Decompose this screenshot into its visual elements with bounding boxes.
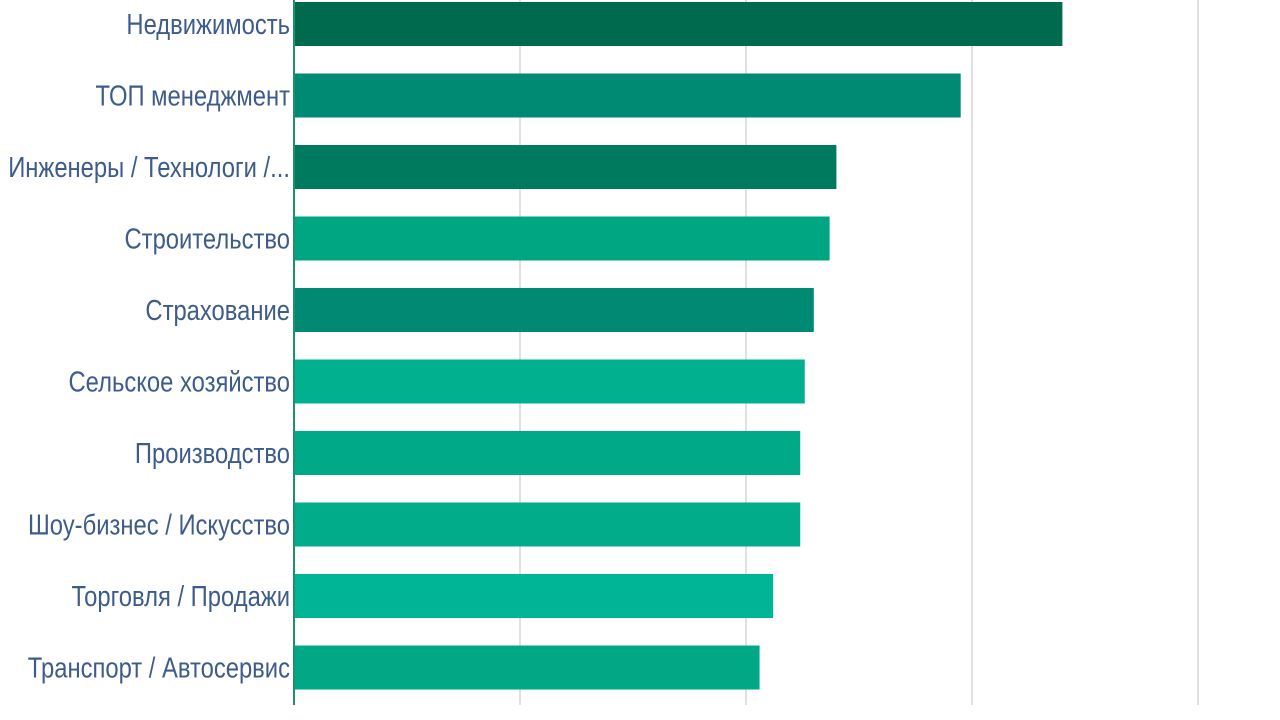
bar xyxy=(294,431,801,475)
bar xyxy=(294,574,774,618)
bar xyxy=(294,145,837,189)
category-label: Строительство xyxy=(125,224,291,256)
bar xyxy=(294,288,814,332)
category-label: Сельское хозяйство xyxy=(69,367,291,399)
bar xyxy=(294,216,830,261)
label-layer: Недвижимость ТОП менеджмент Инженеры / Тех… xyxy=(8,9,290,685)
bar xyxy=(294,2,1063,46)
category-label: Транспорт / Автосервис xyxy=(28,653,290,685)
category-label: Производство xyxy=(135,438,290,470)
category-label: Недвижимость xyxy=(126,9,290,41)
bar xyxy=(294,645,760,690)
bar xyxy=(294,73,961,118)
category-label: Торговля / Продажи xyxy=(72,581,291,613)
category-label: ТОП менеджмент xyxy=(96,81,291,113)
category-label: Страхование xyxy=(145,295,290,327)
bar-layer xyxy=(294,2,1063,690)
category-label: Инженеры / Технологи /... xyxy=(8,152,290,184)
bar xyxy=(294,359,805,404)
category-label: Шоу-бизнес / Искусство xyxy=(28,510,290,542)
bar xyxy=(294,502,801,547)
